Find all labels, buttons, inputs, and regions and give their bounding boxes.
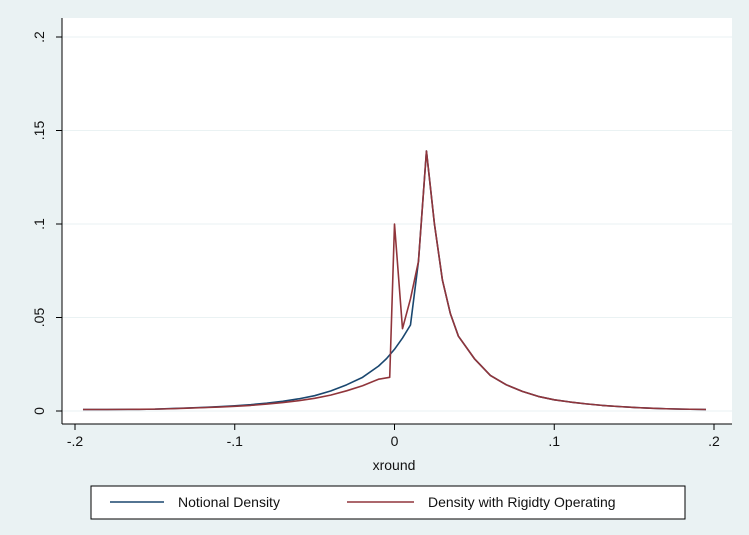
x-tick-label: -.2 (67, 433, 84, 449)
x-axis-title: xround (373, 457, 416, 473)
plot-background (62, 18, 732, 424)
series-lines (82, 150, 707, 411)
axes: 0 .05 .1 .15 .2 -.2 -.1 0 .1 .2 (31, 18, 732, 449)
series-line-2 (82, 150, 707, 411)
x-tick-label: 0 (391, 433, 399, 449)
legend: Notional Density Density with Rigidty Ope… (90, 485, 686, 520)
x-tick-label: .1 (548, 433, 560, 449)
y-tick-label: .1 (31, 218, 47, 230)
gridlines (62, 36, 732, 412)
legend-label-1: Notional Density (178, 494, 280, 510)
legend-label-2: Density with Rigidty Operating (428, 494, 616, 510)
y-tick-label: .05 (31, 308, 47, 328)
y-tick-label: .2 (31, 31, 47, 43)
x-tick-label: .2 (708, 433, 720, 449)
x-tick-label: -.1 (227, 433, 244, 449)
y-tick-label: 0 (31, 407, 47, 415)
y-tick-label: .15 (31, 121, 47, 141)
